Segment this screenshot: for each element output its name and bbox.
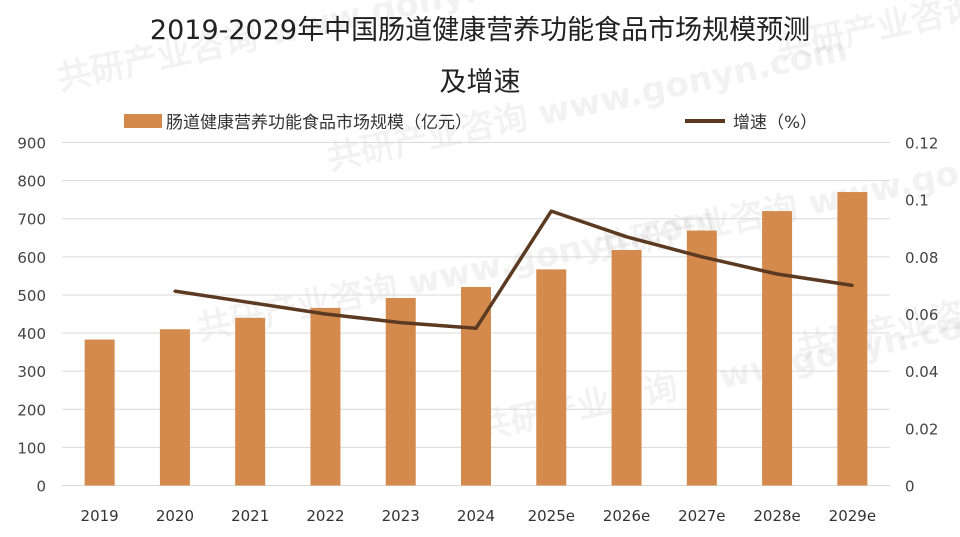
growth-point-2023 — [399, 321, 403, 325]
bar-2026e — [611, 249, 642, 486]
bar-2029e — [837, 192, 868, 486]
growth-point-2021 — [248, 301, 252, 305]
chart-title-line1: 2019-2029年中国肠道健康营养功能食品市场规模预测 — [149, 15, 811, 46]
legend-swatch-line — [685, 118, 725, 123]
growth-point-2024 — [474, 326, 478, 330]
bar-2024 — [461, 286, 491, 486]
x-axis-tick-label: 2029e — [829, 507, 876, 525]
growth-point-2022 — [323, 312, 327, 316]
left-axis-tick-label: 500 — [17, 287, 46, 305]
right-axis-tick-label: 0.06 — [905, 306, 938, 324]
watermark-text: 共研产业咨询 www.gonyn.com — [324, 29, 852, 179]
growth-point-2020 — [173, 289, 177, 293]
legend-label-bar: 肠道健康营养功能食品市场规模（亿元） — [166, 113, 472, 133]
legend-item-bar: 肠道健康营养功能食品市场规模（亿元） — [124, 108, 472, 133]
bar-2025e — [536, 269, 567, 486]
bar-2021 — [235, 317, 266, 486]
x-axis-tick-label: 2024 — [457, 507, 495, 525]
watermark-text: 共研产业咨询 www.gonyn.com — [774, 0, 960, 69]
bar-2020 — [159, 329, 190, 486]
right-axis-tick-label: 0.08 — [905, 249, 938, 267]
legend-item-line: 增速（%） — [685, 108, 817, 133]
right-axis-tick-label: 0.02 — [905, 420, 938, 438]
chart-title-line2: 及增速 — [439, 67, 521, 98]
legend-swatch-bar — [124, 113, 162, 128]
legend-label-line: 增速（%） — [733, 113, 818, 133]
left-axis-tick-label: 800 — [17, 173, 46, 191]
growth-point-2025e — [549, 209, 553, 213]
bar-2027e — [686, 230, 717, 486]
left-axis-tick-label: 400 — [17, 325, 46, 343]
growth-rate-line — [174, 209, 853, 331]
x-axis-tick-label: 2020 — [156, 507, 194, 525]
right-axis-tick-label: 0.04 — [905, 363, 938, 381]
x-axis-tick-label: 2021 — [231, 507, 269, 525]
left-axis-tick-label: 900 — [17, 135, 46, 153]
left-axis-tick-label: 700 — [17, 211, 46, 229]
bar-2028e — [762, 211, 793, 486]
x-axis-tick-label: 2027e — [678, 507, 725, 525]
right-axis-tick-label: 0.1 — [905, 192, 929, 210]
right-axis-tick-label: 0 — [905, 478, 915, 496]
x-axis-tick-label: 2019 — [81, 507, 119, 525]
left-axis-tick-label: 0 — [36, 478, 46, 496]
x-axis-tick-label: 2026e — [603, 507, 650, 525]
left-axis-tick-label: 600 — [17, 249, 46, 267]
left-axis-tick-label: 200 — [17, 401, 46, 419]
bar-2019 — [84, 339, 115, 486]
growth-point-2028e — [775, 272, 779, 276]
bar-2022 — [310, 307, 341, 486]
growth-point-2027e — [700, 255, 704, 259]
x-axis-tick-label: 2023 — [382, 507, 420, 525]
growth-point-2029e — [850, 283, 854, 287]
x-axis-tick-label: 2028e — [753, 507, 800, 525]
growth-point-2026e — [625, 235, 629, 239]
left-axis-tick-label: 100 — [17, 439, 46, 457]
x-axis-tick-label: 2025e — [528, 507, 575, 525]
bar-2023 — [385, 297, 416, 486]
right-axis-tick-label: 0.12 — [905, 135, 938, 153]
x-axis-tick-label: 2022 — [306, 507, 344, 525]
left-axis-tick-label: 300 — [17, 363, 46, 381]
watermark-text: 共研产业咨询 www.gonyn.com — [54, 0, 582, 99]
